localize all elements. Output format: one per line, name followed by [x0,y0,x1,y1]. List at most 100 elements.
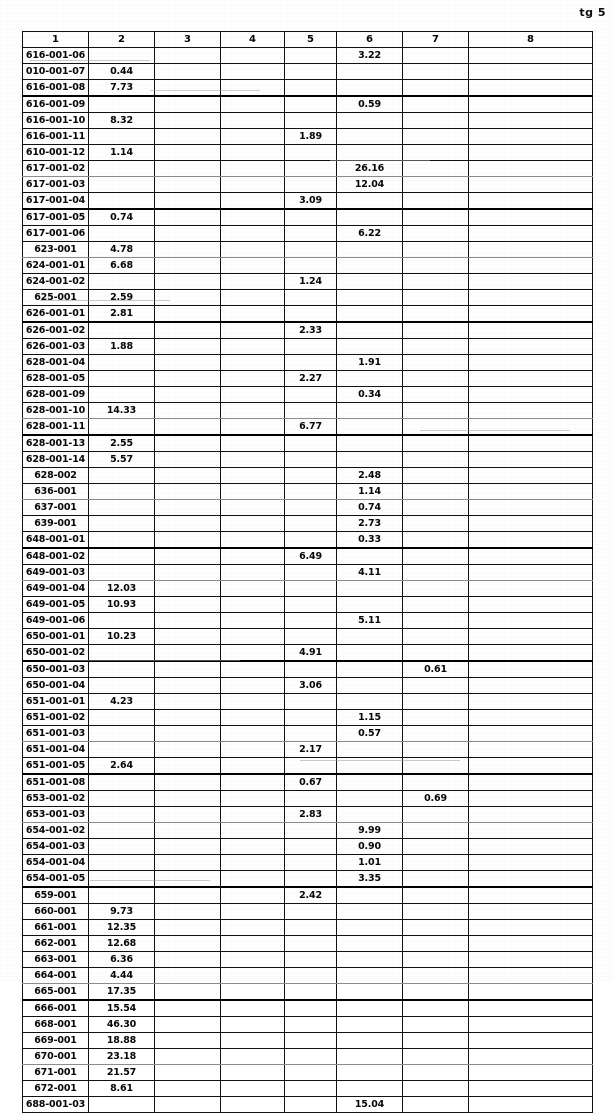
row-value-cell-2 [88,225,155,242]
row-value-cell-5 [284,1080,337,1097]
row-code-cell: 650-001-01 [22,628,89,645]
row-code-cell: 651-001-04 [22,741,89,758]
row-value-cell-5 [284,870,337,888]
table-row: 626-001-02 2.33 [22,321,593,339]
row-code-cell: 651-001-02 [22,709,89,726]
row-value-cell-4 [220,628,285,645]
row-code-cell: 654-001-03 [22,838,89,855]
row-value-cell-7 [402,822,469,839]
row-value-cell-8 [468,386,593,403]
row-value-cell-7 [402,854,469,871]
row-value-cell-8 [468,677,593,694]
row-value-cell-5: 2.42 [284,886,337,904]
row-value-cell-6 [336,935,403,952]
row-value-cell-5 [284,47,337,64]
row-value-cell-6: 1.15 [336,709,403,726]
row-value-cell-2: 8.61 [88,1080,155,1097]
row-value-cell-6: 15.04 [336,1096,403,1113]
row-value-cell-5: 2.27 [284,370,337,387]
row-code-cell: 663-001 [22,951,89,968]
row-value-cell-4 [220,709,285,726]
row-value-cell-3 [154,402,221,419]
row-value-cell-3 [154,1032,221,1049]
row-value-cell-8 [468,854,593,871]
row-value-cell-2 [88,531,155,549]
row-value-cell-4 [220,176,285,193]
table-row: 664-001 4.44 [22,967,593,984]
row-code-cell: 688-001-03 [22,1096,89,1113]
row-value-cell-3 [154,580,221,597]
table-row: 617-001-04 3.09 [22,192,593,210]
row-code-cell: 651-001-03 [22,725,89,742]
row-value-cell-6 [336,628,403,645]
row-value-cell-8 [468,321,593,339]
row-value-cell-3 [154,225,221,242]
row-code-cell: 649-001-04 [22,580,89,597]
row-value-cell-4 [220,951,285,968]
row-value-cell-7 [402,725,469,742]
row-value-cell-5 [284,628,337,645]
table-row: 650-001-02 4.91 [22,644,593,662]
row-code-cell: 628-001-11 [22,418,89,436]
row-value-cell-8 [468,547,593,565]
row-value-cell-8 [468,95,593,113]
row-value-cell-6 [336,63,403,80]
row-value-cell-2 [88,870,155,888]
row-value-cell-5 [284,483,337,500]
row-value-cell-2: 2.64 [88,757,155,775]
row-value-cell-6: 4.11 [336,564,403,581]
row-value-cell-6: 0.57 [336,725,403,742]
row-value-cell-4 [220,208,285,226]
row-value-cell-6 [336,305,403,323]
row-value-cell-8 [468,176,593,193]
row-value-cell-7 [402,418,469,436]
row-value-cell-8 [468,757,593,775]
row-value-cell-5 [284,903,337,920]
row-value-cell-3 [154,289,221,306]
row-value-cell-2 [88,467,155,484]
row-value-cell-5 [284,160,337,177]
row-value-cell-2: 0.44 [88,63,155,80]
table-row: 648-001-02 6.49 [22,547,593,565]
row-value-cell-3 [154,176,221,193]
row-value-cell-4 [220,79,285,97]
column-header-4: 4 [220,31,285,48]
row-value-cell-6 [336,741,403,758]
row-code-cell: 626-001-01 [22,305,89,323]
row-value-cell-3 [154,241,221,258]
row-value-cell-8 [468,1032,593,1049]
row-value-cell-3 [154,564,221,581]
row-code-cell: 617-001-02 [22,160,89,177]
table-row: 628-001-11 6.77 [22,418,593,436]
row-value-cell-5 [284,402,337,419]
table-row: 688-001-03 15.04 [22,1096,593,1113]
row-value-cell-3 [154,1016,221,1033]
row-value-cell-6 [336,693,403,710]
row-value-cell-8 [468,483,593,500]
table-row: 616-001-09 0.59 [22,95,593,113]
row-value-cell-4 [220,967,285,984]
row-value-cell-6 [336,660,403,678]
row-value-cell-6 [336,208,403,226]
row-value-cell-4 [220,225,285,242]
row-value-cell-3 [154,1064,221,1081]
row-value-cell-3 [154,386,221,403]
row-value-cell-3 [154,144,221,161]
row-value-cell-3 [154,47,221,64]
row-value-cell-8 [468,208,593,226]
row-value-cell-7 [402,806,469,823]
column-header-2: 2 [88,31,155,48]
row-value-cell-2: 4.23 [88,693,155,710]
row-value-cell-2: 21.57 [88,1064,155,1081]
row-value-cell-6: 9.99 [336,822,403,839]
row-value-cell-2: 18.88 [88,1032,155,1049]
row-value-cell-5 [284,612,337,629]
row-value-cell-5 [284,305,337,323]
row-value-cell-2: 1.88 [88,338,155,355]
row-value-cell-7 [402,176,469,193]
table-row: 617-001-05 0.74 [22,208,593,226]
row-value-cell-8 [468,354,593,371]
table-row: 671-001 21.57 [22,1064,593,1081]
row-code-cell: 653-001-02 [22,790,89,807]
row-value-cell-6 [336,757,403,775]
